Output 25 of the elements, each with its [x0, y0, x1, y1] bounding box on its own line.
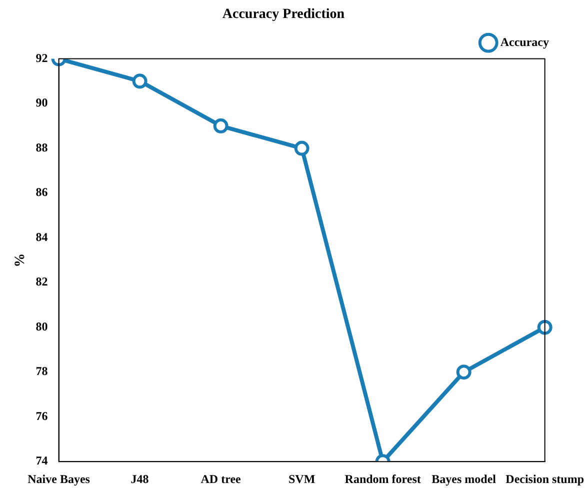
legend-label: Accuracy — [500, 34, 550, 49]
chart-title: Accuracy Prediction — [222, 7, 345, 22]
x-tick-label: Decision stump — [506, 472, 584, 486]
x-tick-label: SVM — [288, 472, 316, 486]
point — [213, 118, 228, 134]
x-tick-label: Naive Bayes — [28, 472, 90, 486]
y-tick-label: 88 — [36, 140, 48, 154]
y-tick-label: 84 — [36, 230, 48, 244]
y-tick-label: 86 — [36, 185, 48, 200]
point — [132, 74, 148, 89]
y-axis-title: % — [13, 253, 28, 268]
x-tick-label: Random forest — [344, 472, 421, 486]
point — [294, 140, 310, 156]
y-tick-label: 80 — [36, 319, 48, 334]
y-tick-label: 76 — [36, 408, 48, 423]
y-tick-label: 74 — [36, 454, 48, 468]
x-tick-label: AD tree — [200, 472, 242, 486]
point — [537, 320, 552, 335]
y-tick-label: 78 — [36, 364, 48, 378]
x-tick-label: J48 — [130, 472, 149, 486]
y-tick-label: 82 — [36, 274, 48, 289]
y-tick-label: 90 — [36, 96, 48, 110]
x-tick-label: Bayes model — [432, 472, 497, 486]
point — [456, 364, 472, 380]
y-tick-label: 92 — [36, 50, 48, 65]
